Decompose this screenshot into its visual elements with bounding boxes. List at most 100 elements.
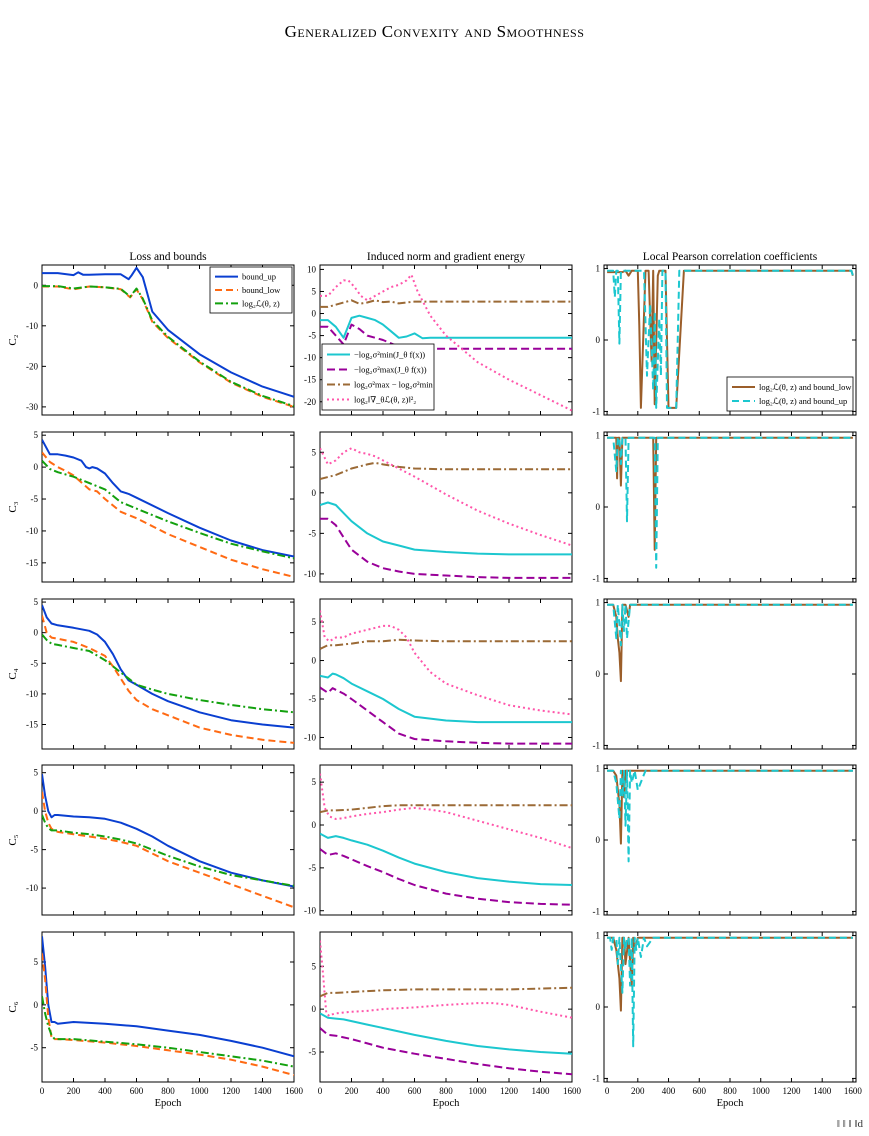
series-line <box>607 936 853 1012</box>
y-tick-label: -30 <box>26 402 38 412</box>
y-tick-label: -20 <box>26 361 38 371</box>
plot-frame <box>319 931 573 1083</box>
y-tick-label: 0 <box>312 309 317 319</box>
y-tick-label: 1 <box>596 431 601 441</box>
series-line <box>320 804 572 814</box>
x-tick-label: 1000 <box>752 1086 771 1096</box>
y-tick-label: -10 <box>26 883 38 893</box>
column-title: Local Pearson correlation coefficients <box>643 251 818 263</box>
page-footer: ⁠‖ ‖ ‖ ‖d <box>836 1118 863 1130</box>
y-tick-label: -5 <box>31 658 39 668</box>
series-line <box>42 285 294 408</box>
x-tick-label: 400 <box>376 1086 390 1096</box>
legend-entry: bound_up <box>242 272 276 282</box>
y-tick-label: 0 <box>312 820 317 830</box>
page-header: Generalized Convexity and Smoothness <box>284 22 585 41</box>
plot-frame <box>603 431 857 583</box>
chart-panel: 5 0 -5 -10 C₅ <box>7 764 295 916</box>
chart-panel: 1 0 -1 0 200 400 600 800 1000 1200 1400 1600 Epoch <box>593 931 863 1109</box>
y-tick-label: 1 <box>596 764 601 774</box>
chart-panel: 1 0 -1 <box>593 431 857 583</box>
plot-frame <box>319 598 573 750</box>
y-tick-label: -1 <box>593 406 601 416</box>
x-tick-label: 0 <box>605 1086 610 1096</box>
series-line <box>607 769 853 863</box>
plot-frame <box>319 764 573 916</box>
series-line <box>42 460 294 560</box>
y-tick-label: 0 <box>596 669 601 679</box>
y-tick-label: -10 <box>26 321 38 331</box>
legend-entry: bound_low <box>242 285 281 295</box>
y-tick-label: 0 <box>312 656 317 666</box>
plot-frame <box>319 431 573 583</box>
series-line <box>42 996 294 1068</box>
y-tick-label: 5 <box>34 957 39 967</box>
series-line <box>42 266 294 398</box>
series-line <box>320 314 572 340</box>
chart-panel: 1 0 -1 <box>593 764 857 916</box>
row-label: C₅ <box>7 834 19 845</box>
y-tick-label: 1 <box>596 931 601 941</box>
legend-norm: −log₂σ²min(J_θ f(x)) −log₂σ²max(J_θ f(x))… <box>321 343 435 411</box>
series-line <box>320 1012 572 1055</box>
series-line <box>320 517 572 579</box>
y-tick-label: -1 <box>593 740 601 750</box>
series-line <box>42 936 294 1058</box>
chart-panel: 5 0 -5 -10 -15 C₃ <box>7 430 295 583</box>
series-line <box>320 461 572 480</box>
legend-loss: bound_up bound_low log₂ℒ(θ, z) <box>209 266 293 314</box>
y-tick-label: 0 <box>596 1002 601 1012</box>
legend-entry: log₂ℒ(θ, z) and bound_low <box>759 382 852 392</box>
x-tick-label: 600 <box>693 1086 707 1096</box>
y-tick-label: -10 <box>304 906 316 916</box>
series-line <box>320 273 572 412</box>
series-line <box>42 615 294 744</box>
legend-box <box>726 376 854 412</box>
plot-frame <box>603 598 857 750</box>
legend-entry: log₂ℒ(θ, z) <box>242 298 280 308</box>
y-tick-label: -5 <box>309 694 317 704</box>
y-tick-label: 5 <box>34 597 39 607</box>
series-line <box>607 269 854 409</box>
y-tick-label: -1 <box>593 573 601 583</box>
y-tick-label: -10 <box>26 689 38 699</box>
y-tick-label: 5 <box>312 617 317 627</box>
x-tick-label: 1200 <box>782 1086 801 1096</box>
series-line <box>320 1027 572 1076</box>
y-tick-label: -20 <box>304 397 316 407</box>
series-line <box>42 791 294 909</box>
y-tick-label: 5 <box>312 961 317 971</box>
row-label: C₂ <box>7 334 19 345</box>
y-tick-label: -10 <box>304 569 316 579</box>
chart-panel: 5 0 -5 -10 <box>304 431 573 583</box>
x-axis-label: Epoch <box>433 1098 461 1109</box>
x-tick-label: 800 <box>723 1086 737 1096</box>
y-tick-label: 0 <box>34 462 39 472</box>
y-tick-label: -15 <box>26 720 38 730</box>
series-line <box>320 447 572 547</box>
x-tick-label: 1400 <box>532 1086 551 1096</box>
y-tick-label: 10 <box>307 264 317 274</box>
series-line <box>320 672 572 724</box>
y-tick-label: -5 <box>31 494 39 504</box>
legend-entry: log₂‖∇_θℒ(θ, z)‖²₂ <box>354 395 416 405</box>
y-tick-label: 5 <box>34 430 39 440</box>
y-tick-label: -5 <box>309 1047 317 1057</box>
series-line <box>320 299 572 308</box>
y-tick-label: -5 <box>309 863 317 873</box>
x-tick-label: 0 <box>318 1086 323 1096</box>
y-tick-label: 0 <box>596 335 601 345</box>
y-tick-label: 0 <box>312 1004 317 1014</box>
y-tick-label: -5 <box>31 845 39 855</box>
y-tick-label: 0 <box>34 628 39 638</box>
column-title: Induced norm and gradient energy <box>367 251 525 263</box>
series-line <box>42 439 294 558</box>
x-tick-label: 1200 <box>500 1086 519 1096</box>
plot-frame <box>41 598 295 750</box>
x-tick-label: 800 <box>161 1086 175 1096</box>
chart-panel: 5 0 -5 0 200 400 600 800 1000 1200 1400 1600 Epoch <box>309 931 582 1109</box>
y-tick-label: -10 <box>26 526 38 536</box>
plot-frame <box>41 431 295 583</box>
series-line <box>42 814 294 887</box>
